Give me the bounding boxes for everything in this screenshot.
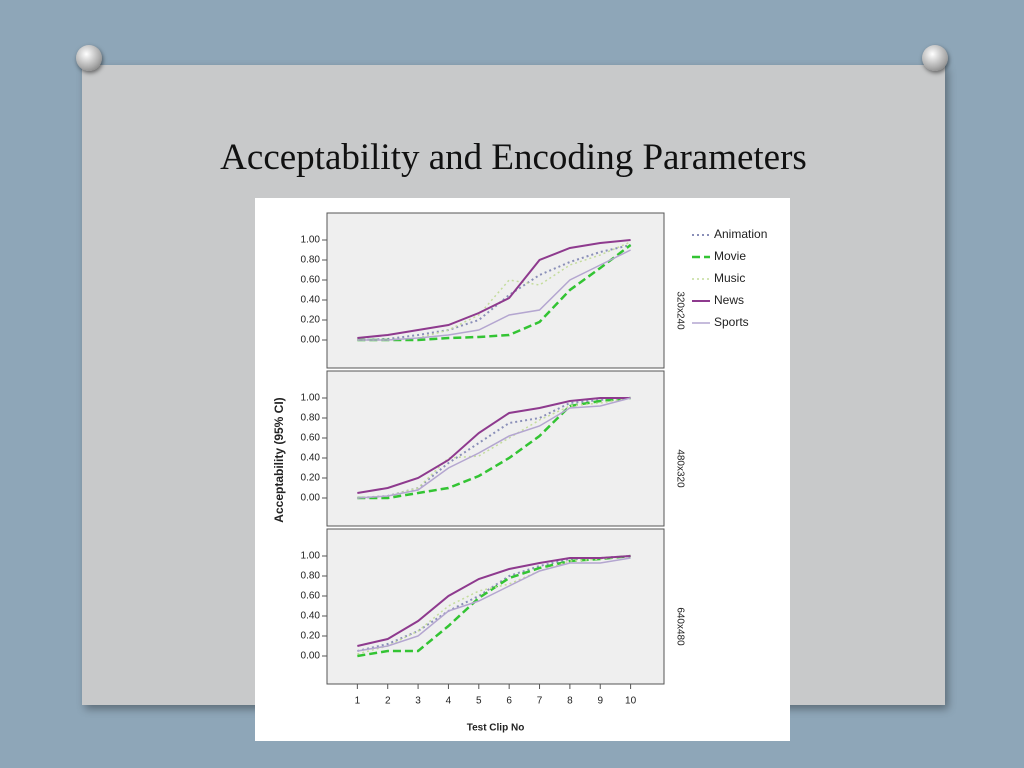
legend-label: Movie: [714, 249, 746, 263]
y-tick-label: 1.00: [301, 235, 321, 246]
pin: [76, 45, 102, 71]
legend-label: Sports: [714, 315, 749, 329]
x-tick-label: 8: [567, 696, 573, 707]
series-line: [357, 557, 631, 652]
y-tick-label: 0.20: [301, 631, 321, 642]
x-tick-label: 5: [476, 696, 482, 707]
y-axis-label: Acceptability (95% CI): [272, 397, 286, 522]
x-tick-label: 7: [537, 696, 543, 707]
y-tick-label: 1.00: [301, 551, 321, 562]
x-tick-label: 10: [625, 696, 637, 707]
y-tick-label: 0.40: [301, 295, 321, 306]
panel-label: 320x240: [674, 291, 685, 330]
panel-label: 640x480: [674, 607, 685, 646]
y-tick-label: 0.00: [301, 651, 321, 662]
y-tick-label: 0.80: [301, 255, 321, 266]
x-tick-label: 1: [355, 696, 361, 707]
series-line: [357, 244, 632, 342]
series-line: [357, 397, 631, 499]
series-line: [357, 244, 631, 341]
y-tick-label: 0.20: [301, 473, 321, 484]
y-tick-label: 0.20: [301, 315, 321, 326]
x-tick-label: 3: [415, 696, 421, 707]
x-tick-label: 9: [597, 696, 603, 707]
series-line: [357, 239, 631, 339]
y-tick-label: 0.80: [301, 571, 321, 582]
y-tick-label: 0.40: [301, 611, 321, 622]
panel-label: 480x320: [674, 449, 685, 488]
x-tick-label: 4: [446, 696, 452, 707]
panel: [326, 212, 665, 369]
legend-label: Music: [714, 271, 745, 285]
y-tick-label: 0.60: [301, 275, 321, 286]
legend-label: News: [714, 293, 744, 307]
y-tick-label: 0.00: [301, 493, 321, 504]
y-tick-label: 1.00: [301, 393, 321, 404]
y-tick-label: 0.40: [301, 453, 321, 464]
y-tick-label: 0.60: [301, 433, 321, 444]
y-tick-label: 0.80: [301, 413, 321, 424]
legend-label: Animation: [714, 227, 767, 241]
slide-title: Acceptability and Encoding Parameters: [220, 137, 807, 178]
panel: [326, 370, 665, 527]
series-line: [357, 396, 631, 500]
y-tick-label: 0.60: [301, 591, 321, 602]
x-tick-label: 2: [385, 696, 391, 707]
pin: [922, 45, 948, 71]
series-line: [357, 555, 631, 647]
series-line: [357, 397, 631, 499]
x-tick-label: 6: [506, 696, 512, 707]
y-tick-label: 0.00: [301, 335, 321, 346]
chart: 0.00 0.20 0.40 0.60 0.80 1.00 320x240 0.00 0.20 0…: [255, 198, 790, 741]
panel: [326, 528, 665, 685]
series-line: [357, 554, 631, 658]
x-axis-label: Test Clip No: [467, 723, 525, 734]
series-line: [357, 249, 631, 341]
series-line: [357, 397, 631, 494]
